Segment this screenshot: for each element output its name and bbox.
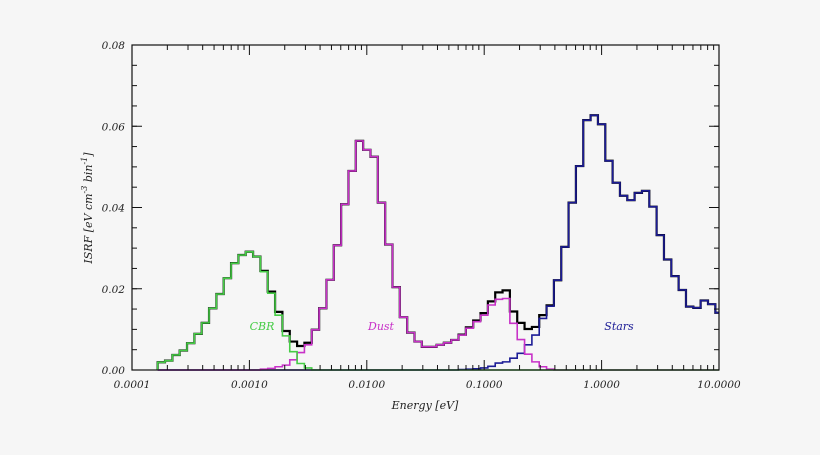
x-tick-label: 0.0100 <box>348 379 385 391</box>
x-tick-label: 0.1000 <box>466 379 503 391</box>
ticks-layer <box>131 44 720 371</box>
y-tick-label: 0.08 <box>102 40 126 52</box>
y-tick-label: 0.02 <box>102 284 126 296</box>
x-axis-title: Energy [eV] <box>391 399 459 412</box>
x-tick-label: 1.0000 <box>583 379 620 391</box>
tick-labels-layer: 0.0001 0.0010 0.0100 0.1000 1.0000 10.0000 0.0… <box>102 40 741 391</box>
series-stars-line <box>157 114 719 371</box>
series-total-line <box>156 114 719 370</box>
series-layer <box>156 114 719 371</box>
x-tick-label: 0.0010 <box>231 379 268 391</box>
y-axis-title-end: ] <box>82 152 95 158</box>
y-axis-title-mid: bin <box>82 165 95 186</box>
y-axis-title: ISRF [eV cm-3 bin-1] <box>80 152 95 265</box>
y-axis-title-main: ISRF [eV cm <box>82 193 95 264</box>
y-tick-label: 0.06 <box>102 121 126 133</box>
x-tick-label: 0.0001 <box>114 379 151 391</box>
annotation-cbr: CBR <box>250 320 275 333</box>
y-tick-label: 0.00 <box>102 365 126 377</box>
annotation-stars: Stars <box>604 320 634 333</box>
y-axis-title-exp2: -1 <box>80 157 89 165</box>
annotation-dust: Dust <box>367 320 395 333</box>
y-tick-label: 0.04 <box>102 203 125 215</box>
y-axis-title-exp1: -3 <box>80 186 89 194</box>
x-tick-label: 10.0000 <box>697 379 741 391</box>
series-cbr-line <box>156 250 719 371</box>
